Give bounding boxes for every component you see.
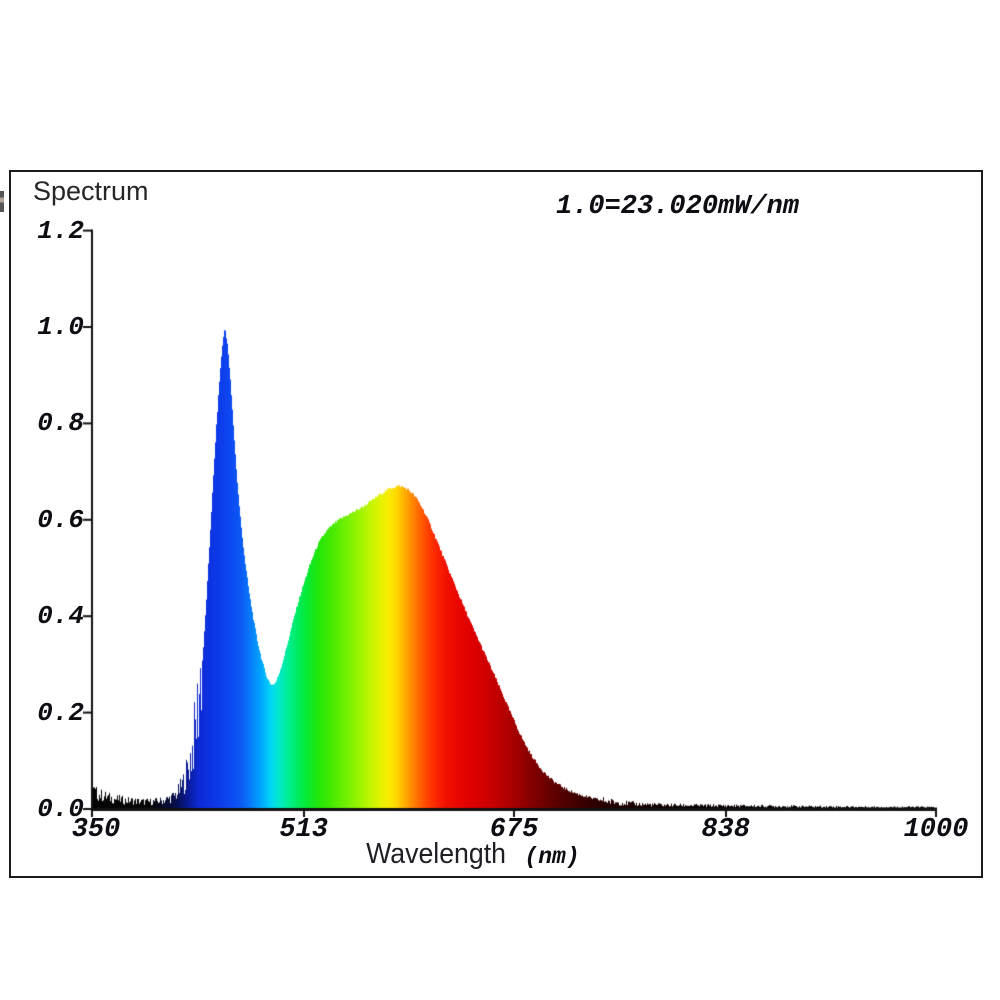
spectrum-panel-border	[9, 170, 983, 878]
x-axis-label: Wavelength (nm)	[300, 838, 640, 871]
y-tick-label: 0.4	[37, 601, 84, 632]
y-tick-label: 0.8	[37, 408, 84, 439]
panel-title: Spectrum	[33, 176, 149, 206]
y-tick-label: 0.6	[37, 504, 84, 535]
x-tick-label: 675	[489, 815, 539, 845]
edge-artifact	[0, 191, 4, 212]
x-tick-label: 1000	[903, 815, 969, 845]
y-tick-label: 0.0	[37, 794, 84, 824]
y-tick-label: 1.0	[37, 312, 84, 342]
scale-annotation: 1.0=23.020mW/nm	[556, 192, 800, 222]
x-axis-label-text: Wavelength	[366, 838, 507, 870]
x-tick-label: 513	[279, 815, 328, 845]
x-tick-label: 838	[701, 815, 750, 845]
x-tick-label: 350	[71, 815, 121, 845]
y-tick-label: 1.2	[37, 215, 84, 246]
y-tick-label: 0.2	[37, 697, 84, 728]
x-axis-unit-text: (nm)	[524, 844, 580, 870]
